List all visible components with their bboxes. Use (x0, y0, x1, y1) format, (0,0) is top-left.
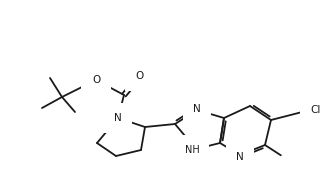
Text: O: O (92, 75, 100, 85)
Text: N: N (236, 152, 244, 162)
Text: NH: NH (185, 145, 199, 155)
Text: O: O (136, 71, 144, 81)
Text: Cl: Cl (311, 105, 321, 115)
Text: N: N (193, 104, 201, 114)
Text: N: N (114, 113, 122, 123)
